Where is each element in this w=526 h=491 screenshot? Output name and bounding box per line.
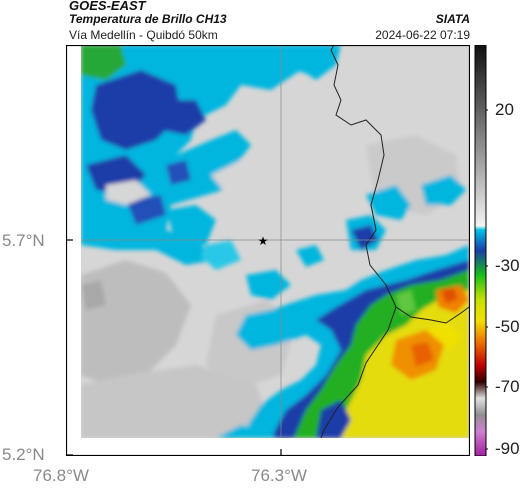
lat-tick-5-2: 5.2°N [2, 445, 45, 464]
satellite-map: ★ [66, 45, 470, 456]
colorbar-label-minus50: -50 [495, 317, 520, 336]
department-line [320, 306, 397, 438]
colorbar-label-minus70: -70 [495, 377, 520, 396]
lon-tick-76-8: 76.8°W [33, 466, 89, 485]
map-frame [66, 45, 470, 456]
agency-label: SIATA [435, 12, 470, 26]
satellite-title: GOES-EAST [69, 0, 146, 13]
border-line [333, 84, 469, 324]
station-marker-icon: ★ [258, 234, 269, 248]
lat-tick-5-7: 5.7°N [2, 231, 45, 250]
product-title: Temperatura de Brillo CH13 [69, 12, 227, 26]
datetime-label: 2024-06-22 07:19 [375, 28, 470, 42]
lon-tick-76-3: 76.3°W [251, 466, 307, 485]
colorbar-label-20: 20 [495, 100, 514, 119]
region-label: Vía Medellín - Quibdó 50km [69, 28, 218, 42]
colorbar [474, 45, 488, 456]
colorbar-label-minus90: -90 [495, 439, 520, 458]
colorbar-label-minus30: -30 [495, 256, 520, 275]
